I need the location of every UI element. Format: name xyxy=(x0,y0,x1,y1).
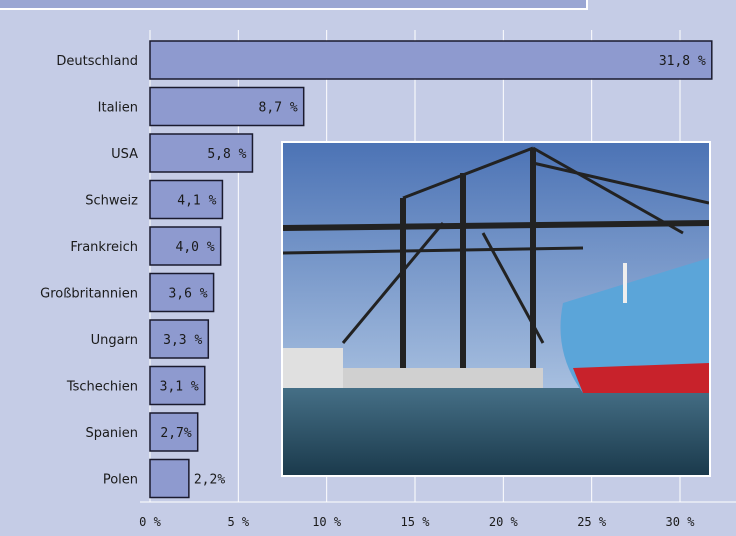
x-tick-label: 25 % xyxy=(577,515,607,529)
x-tick-label: 0 % xyxy=(139,515,161,529)
bars: 31,8 % 8,7 % 5,8 % 4,1 % 4,0 % 3,6 % 3,3 % 3,1 … xyxy=(149,40,713,499)
bar xyxy=(149,40,713,80)
category-label: Italien xyxy=(98,101,138,116)
x-tick-label: 15 % xyxy=(401,515,431,529)
data-label: 2,2% xyxy=(194,473,225,488)
bar xyxy=(149,319,210,359)
bar xyxy=(149,86,305,127)
data-label: 31,8 % xyxy=(659,54,706,69)
data-label: 3,6 % xyxy=(168,287,207,302)
category-label: Deutschland xyxy=(56,54,138,69)
category-label: Frankreich xyxy=(70,240,138,255)
bar xyxy=(149,272,215,313)
bar xyxy=(149,412,199,452)
data-label: 8,7 % xyxy=(259,101,298,116)
data-label: 4,0 % xyxy=(176,240,215,255)
container-ship-photo xyxy=(281,141,711,477)
data-label: 5,8 % xyxy=(207,147,246,162)
harbor-illustration xyxy=(283,143,709,475)
bar xyxy=(149,133,254,173)
data-label: 4,1 % xyxy=(177,194,216,209)
x-axis-ticks: 0 % 5 % 10 % 15 % 20 % 25 % 30 % xyxy=(139,515,695,529)
bar xyxy=(149,365,206,406)
category-label: Polen xyxy=(103,473,138,488)
bar xyxy=(149,458,190,499)
category-label: Spanien xyxy=(85,426,138,441)
x-tick-label: 20 % xyxy=(489,515,519,529)
data-label: 3,1 % xyxy=(160,380,199,395)
x-tick-label: 30 % xyxy=(666,515,696,529)
x-tick-label: 5 % xyxy=(227,515,249,529)
data-label: 2,7% xyxy=(160,426,191,441)
category-label: USA xyxy=(111,147,138,162)
category-labels: Deutschland Italien USA Schweiz Frankreich Gr… xyxy=(40,54,138,488)
data-label: 3,3 % xyxy=(163,333,202,348)
category-label: Schweiz xyxy=(85,194,138,209)
header-strip xyxy=(0,0,588,10)
category-label: Tschechien xyxy=(66,380,138,395)
bar xyxy=(149,179,224,220)
x-tick-label: 10 % xyxy=(312,515,342,529)
bar xyxy=(149,226,222,266)
category-label: Großbritannien xyxy=(40,287,138,302)
category-label: Ungarn xyxy=(91,333,138,348)
